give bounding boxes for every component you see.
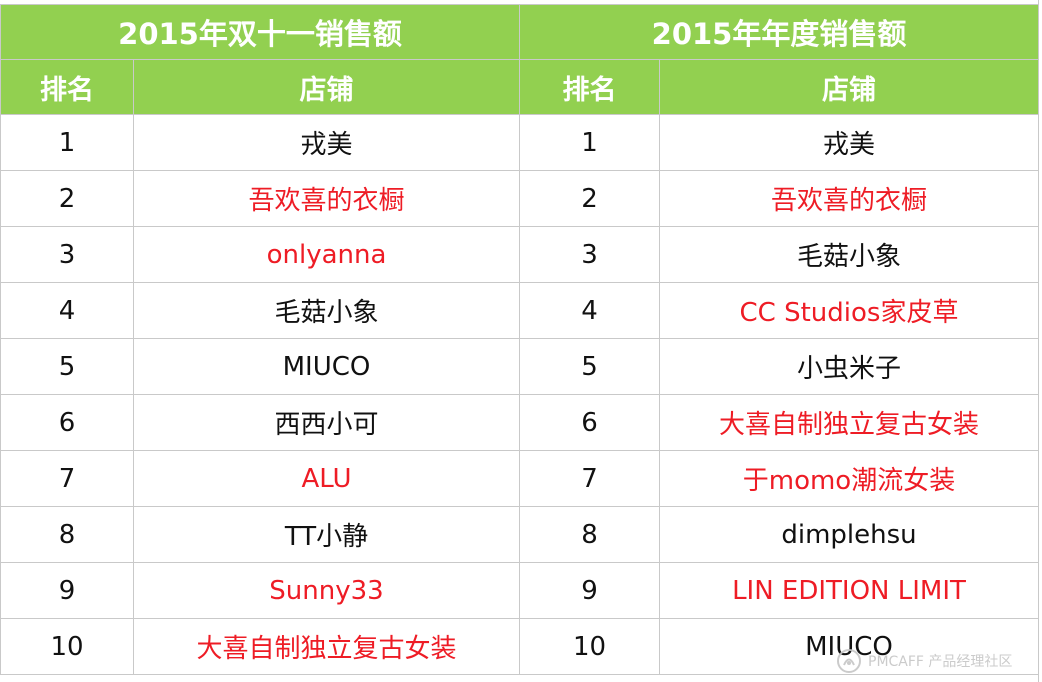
right-rank-cell[interactable]: 1 <box>519 114 660 171</box>
watermark: PMCAFF 产品经理社区 <box>836 646 1012 676</box>
left-shop-header[interactable]: 店铺 <box>133 59 520 115</box>
left-shop-cell[interactable]: onlyanna <box>133 226 520 283</box>
left-shop-cell[interactable]: ALU <box>133 450 520 507</box>
left-shop-cell[interactable]: 大喜自制独立复古女装 <box>133 618 520 675</box>
left-shop-cell[interactable]: 戎美 <box>133 114 520 171</box>
left-shop-cell[interactable]: TT小静 <box>133 506 520 563</box>
header-row: 排名 店铺 排名 店铺 <box>0 59 1039 115</box>
sales-ranking-table: 2015年双十一销售额 2015年年度销售额 排名 店铺 排名 店铺 1 戎美 … <box>0 4 1039 675</box>
right-rank-cell[interactable]: 10 <box>519 618 660 675</box>
right-rank-cell[interactable]: 3 <box>519 226 660 283</box>
right-shop-cell[interactable]: 吾欢喜的衣橱 <box>659 170 1039 227</box>
left-rank-cell[interactable]: 3 <box>0 226 134 283</box>
left-rank-cell[interactable]: 4 <box>0 282 134 339</box>
left-shop-cell[interactable]: Sunny33 <box>133 562 520 619</box>
table-row: 6 西西小可 6 大喜自制独立复古女装 <box>0 394 1039 451</box>
right-shop-cell[interactable]: 大喜自制独立复古女装 <box>659 394 1039 451</box>
left-rank-cell[interactable]: 8 <box>0 506 134 563</box>
right-table-title[interactable]: 2015年年度销售额 <box>519 4 1039 60</box>
right-shop-cell[interactable]: 于momo潮流女装 <box>659 450 1039 507</box>
table-row: 5 MIUCO 5 小虫米子 <box>0 338 1039 395</box>
right-rank-cell[interactable]: 8 <box>519 506 660 563</box>
right-rank-cell[interactable]: 4 <box>519 282 660 339</box>
title-row: 2015年双十一销售额 2015年年度销售额 <box>0 4 1039 60</box>
left-shop-cell[interactable]: 吾欢喜的衣橱 <box>133 170 520 227</box>
right-rank-cell[interactable]: 9 <box>519 562 660 619</box>
right-rank-header[interactable]: 排名 <box>519 59 660 115</box>
right-rank-cell[interactable]: 2 <box>519 170 660 227</box>
table-row: 9 Sunny33 9 LIN EDITION LIMIT <box>0 562 1039 619</box>
right-shop-cell[interactable]: CC Studios家皮草 <box>659 282 1039 339</box>
right-shop-cell[interactable]: 小虫米子 <box>659 338 1039 395</box>
left-shop-cell[interactable]: 毛菇小象 <box>133 282 520 339</box>
left-table-title[interactable]: 2015年双十一销售额 <box>0 4 520 60</box>
right-shop-cell[interactable]: 戎美 <box>659 114 1039 171</box>
left-rank-cell[interactable]: 10 <box>0 618 134 675</box>
left-rank-cell[interactable]: 6 <box>0 394 134 451</box>
right-shop-cell[interactable]: LIN EDITION LIMIT <box>659 562 1039 619</box>
left-rank-cell[interactable]: 1 <box>0 114 134 171</box>
right-gridline-strip <box>1038 0 1042 682</box>
table-row: 3 onlyanna 3 毛菇小象 <box>0 226 1039 283</box>
right-rank-cell[interactable]: 5 <box>519 338 660 395</box>
right-shop-cell[interactable]: dimplehsu <box>659 506 1039 563</box>
right-rank-cell[interactable]: 6 <box>519 394 660 451</box>
left-shop-cell[interactable]: 西西小可 <box>133 394 520 451</box>
left-shop-cell[interactable]: MIUCO <box>133 338 520 395</box>
left-rank-cell[interactable]: 5 <box>0 338 134 395</box>
pmcaff-logo-icon <box>836 648 862 674</box>
watermark-text: PMCAFF 产品经理社区 <box>868 654 1013 670</box>
table-row: 2 吾欢喜的衣橱 2 吾欢喜的衣橱 <box>0 170 1039 227</box>
right-shop-header[interactable]: 店铺 <box>659 59 1039 115</box>
left-rank-header[interactable]: 排名 <box>0 59 134 115</box>
left-rank-cell[interactable]: 7 <box>0 450 134 507</box>
table-row: 1 戎美 1 戎美 <box>0 114 1039 171</box>
right-rank-cell[interactable]: 7 <box>519 450 660 507</box>
table-row: 4 毛菇小象 4 CC Studios家皮草 <box>0 282 1039 339</box>
top-gridline-strip <box>0 0 1038 4</box>
right-shop-cell[interactable]: 毛菇小象 <box>659 226 1039 283</box>
table-row: 7 ALU 7 于momo潮流女装 <box>0 450 1039 507</box>
table-row: 8 TT小静 8 dimplehsu <box>0 506 1039 563</box>
left-rank-cell[interactable]: 2 <box>0 170 134 227</box>
left-rank-cell[interactable]: 9 <box>0 562 134 619</box>
